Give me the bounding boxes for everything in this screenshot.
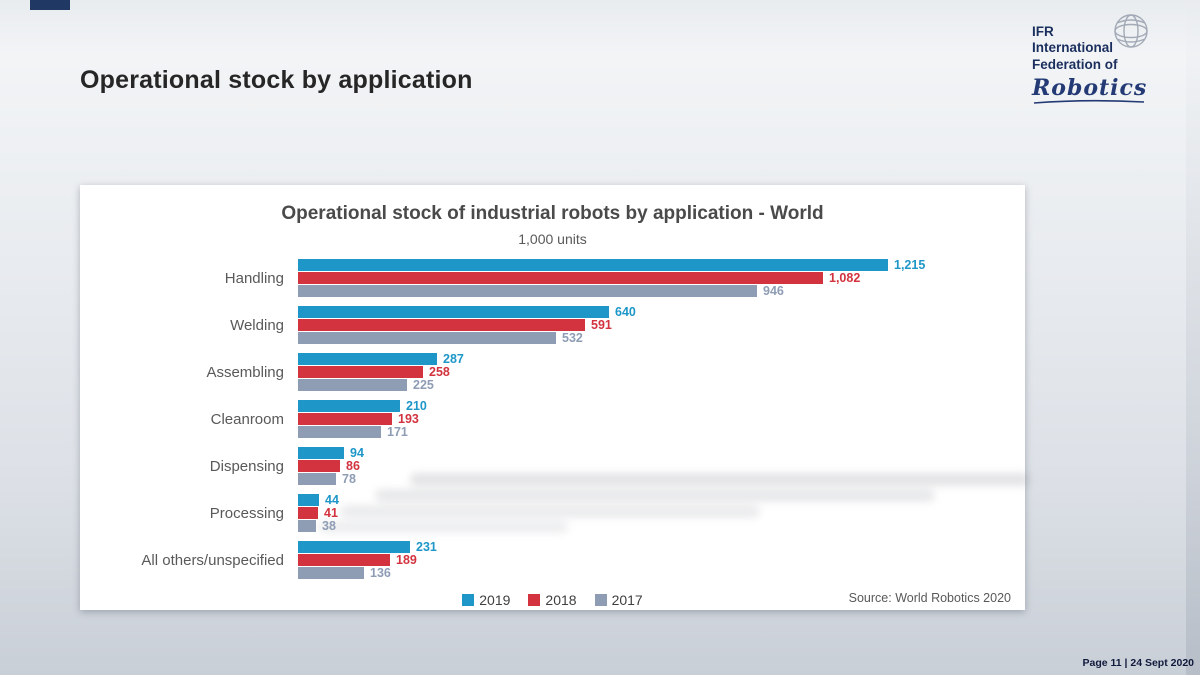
chart-row: Handling 1,215 1,082 946 bbox=[80, 258, 1025, 298]
logo-line-international: International bbox=[1032, 40, 1114, 56]
legend-item-2017: 2017 bbox=[594, 592, 643, 608]
top-accent-bar bbox=[30, 0, 70, 10]
value-label-2019: 94 bbox=[350, 446, 364, 460]
category-label: All others/unspecified bbox=[141, 551, 284, 569]
chart-title: Operational stock of industrial robots b… bbox=[281, 203, 824, 224]
value-label-2018: 189 bbox=[396, 553, 417, 567]
legend-swatch-2019 bbox=[462, 594, 475, 606]
bar-2018 bbox=[298, 366, 423, 378]
bar-2018 bbox=[298, 460, 340, 472]
value-label-2019: 1,215 bbox=[894, 258, 926, 272]
chart-row: Processing 44 41 38 bbox=[80, 493, 1025, 533]
value-label-2017: 38 bbox=[322, 519, 336, 533]
value-label-2017: 78 bbox=[342, 472, 356, 486]
slide-title: Operational stock by application bbox=[80, 66, 473, 94]
bar-2018 bbox=[298, 554, 390, 566]
logo-line-ifr: IFR bbox=[1032, 24, 1054, 39]
chart-subtitle: 1,000 units bbox=[518, 231, 587, 247]
value-label-2017: 946 bbox=[763, 284, 784, 298]
blur-artifact bbox=[410, 473, 1030, 486]
bar-2019 bbox=[298, 259, 888, 271]
bar-2019 bbox=[298, 494, 319, 506]
legend-row: 2019 2018 2017 Source: World Robotics 2020 bbox=[80, 589, 1025, 611]
bar-2019 bbox=[298, 447, 344, 459]
bar-2018 bbox=[298, 272, 823, 284]
value-label-2018: 193 bbox=[398, 412, 419, 426]
value-label-2018: 591 bbox=[591, 318, 612, 332]
right-edge-band bbox=[1186, 0, 1200, 675]
ifr-logo: IFR International Federation of Robotics bbox=[1032, 14, 1182, 106]
chart-legend: 2019 2018 2017 bbox=[80, 589, 1025, 611]
globe-icon bbox=[1108, 8, 1154, 58]
logo-line-federation: Federation of bbox=[1032, 56, 1118, 72]
legend-swatch-2017 bbox=[594, 594, 607, 606]
chart-card: Operational stock of industrial robots b… bbox=[80, 185, 1030, 611]
legend-item-2018: 2018 bbox=[528, 592, 577, 608]
legend-label: 2017 bbox=[611, 592, 643, 608]
value-label-2018: 86 bbox=[346, 459, 360, 473]
category-label: Assembling bbox=[206, 363, 284, 381]
value-label-2017: 225 bbox=[413, 378, 434, 392]
category-label: Welding bbox=[230, 316, 284, 334]
blur-artifact bbox=[340, 505, 760, 518]
bar-2019 bbox=[298, 353, 437, 365]
bar-2017 bbox=[298, 426, 381, 438]
bar-2018 bbox=[298, 507, 318, 519]
logo-swash bbox=[1033, 100, 1145, 105]
bar-2017 bbox=[298, 473, 336, 485]
value-label-2018: 258 bbox=[429, 365, 450, 379]
value-label-2019: 231 bbox=[416, 540, 437, 554]
legend-label: 2018 bbox=[545, 592, 577, 608]
value-label-2019: 640 bbox=[615, 305, 636, 319]
bar-2017 bbox=[298, 379, 407, 391]
value-label-2019: 287 bbox=[443, 352, 464, 366]
legend-swatch-2018 bbox=[528, 594, 541, 606]
value-label-2017: 171 bbox=[387, 425, 408, 439]
bar-2017 bbox=[298, 520, 316, 532]
chart-row: Cleanroom 210 193 171 bbox=[80, 399, 1025, 439]
bar-2017 bbox=[298, 285, 757, 297]
bar-2017 bbox=[298, 332, 556, 344]
legend-label: 2019 bbox=[479, 592, 511, 608]
bar-2018 bbox=[298, 319, 585, 331]
value-label-2017: 532 bbox=[562, 331, 583, 345]
value-label-2019: 210 bbox=[406, 399, 427, 413]
blur-artifact bbox=[318, 521, 568, 533]
bar-2019 bbox=[298, 541, 410, 553]
source-text: Source: World Robotics 2020 bbox=[848, 591, 1011, 605]
page-footer: Page 11 | 24 Sept 2020 bbox=[1082, 657, 1194, 669]
legend-item-2019: 2019 bbox=[462, 592, 510, 608]
category-label: Processing bbox=[209, 504, 284, 522]
chart-row: Welding 640 591 532 bbox=[80, 305, 1025, 345]
value-label-2019: 44 bbox=[325, 493, 339, 507]
bar-2018 bbox=[298, 413, 392, 425]
chart-row: Dispensing 94 86 78 bbox=[80, 446, 1025, 486]
category-label: Handling bbox=[224, 269, 284, 287]
chart-plot-area: Handling 1,215 1,082 946 Welding 640 591 532 Ass… bbox=[80, 258, 1025, 580]
value-label-2018: 1,082 bbox=[829, 271, 861, 285]
value-label-2017: 136 bbox=[370, 566, 391, 580]
category-label: Cleanroom bbox=[210, 410, 284, 428]
value-label-2018: 41 bbox=[324, 506, 338, 520]
logo-robotics-script: Robotics bbox=[1032, 75, 1148, 102]
bar-2017 bbox=[298, 567, 364, 579]
chart-row: Assembling 287 258 225 bbox=[80, 352, 1025, 392]
bar-2019 bbox=[298, 306, 609, 318]
chart-row: All others/unspecified 231 189 136 bbox=[80, 540, 1025, 580]
bar-2019 bbox=[298, 400, 400, 412]
category-label: Dispensing bbox=[209, 457, 284, 475]
blur-artifact bbox=[375, 489, 935, 502]
